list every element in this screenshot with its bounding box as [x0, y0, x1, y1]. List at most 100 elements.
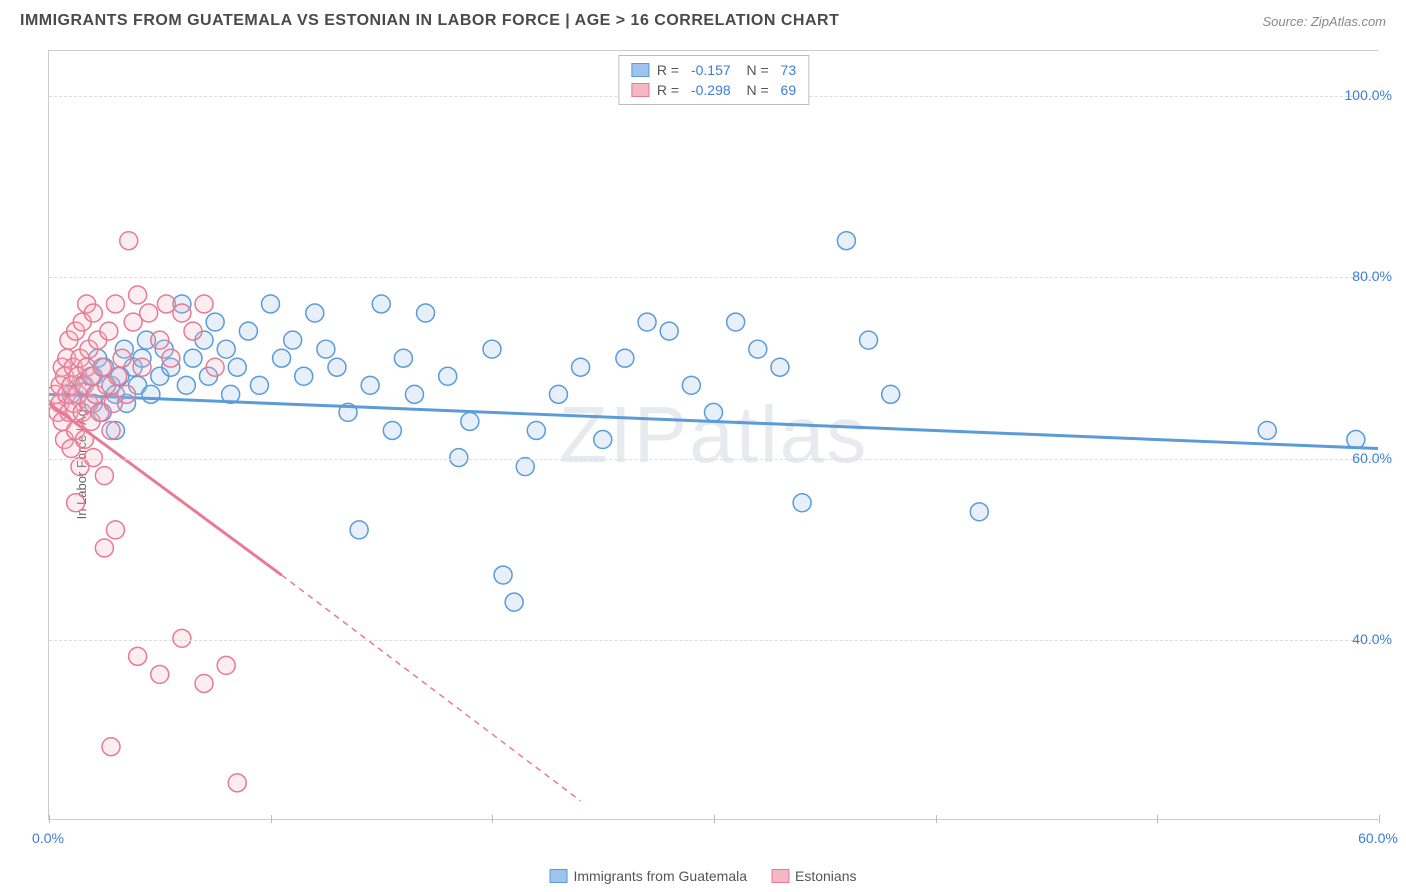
data-point [250, 376, 268, 394]
data-point [95, 467, 113, 485]
legend-n-value: 69 [781, 82, 797, 98]
data-point [572, 358, 590, 376]
correlation-legend: R = -0.157 N = 73R = -0.298 N = 69 [618, 55, 809, 105]
legend-row: R = -0.298 N = 69 [631, 80, 796, 100]
x-tick [936, 815, 937, 823]
data-point [162, 349, 180, 367]
data-point [837, 232, 855, 250]
source-attribution: Source: ZipAtlas.com [1262, 14, 1386, 29]
chart-plot-area: R = -0.157 N = 73R = -0.298 N = 69 ZIPat… [48, 50, 1378, 820]
y-tick-label: 80.0% [1352, 268, 1392, 284]
legend-item: Immigrants from Guatemala [550, 868, 748, 884]
data-point [549, 385, 567, 403]
legend-n-label: N = [739, 82, 773, 98]
data-point [682, 376, 700, 394]
regression-line [49, 403, 282, 575]
legend-r-value: -0.298 [691, 82, 731, 98]
data-point [217, 340, 235, 358]
data-point [109, 367, 127, 385]
data-point [594, 431, 612, 449]
data-point [206, 313, 224, 331]
data-point [151, 331, 169, 349]
data-point [527, 422, 545, 440]
data-point [494, 566, 512, 584]
x-tick [1157, 815, 1158, 823]
data-point [184, 349, 202, 367]
data-point [295, 367, 313, 385]
data-point [228, 774, 246, 792]
legend-label: Estonians [795, 868, 856, 884]
x-tick [271, 815, 272, 823]
legend-swatch [771, 869, 789, 883]
data-point [372, 295, 390, 313]
data-point [151, 665, 169, 683]
data-point [106, 295, 124, 313]
gridline [49, 640, 1378, 641]
data-point [361, 376, 379, 394]
data-point [970, 503, 988, 521]
data-point [113, 349, 131, 367]
data-point [195, 674, 213, 692]
data-point [129, 647, 147, 665]
data-point [177, 376, 195, 394]
data-point [439, 367, 457, 385]
series-legend: Immigrants from Guatemala Estonians [550, 868, 857, 884]
data-point [84, 449, 102, 467]
y-tick-label: 40.0% [1352, 631, 1392, 647]
data-point [461, 412, 479, 430]
x-tick [492, 815, 493, 823]
data-point [102, 738, 120, 756]
data-point [195, 295, 213, 313]
gridline [49, 277, 1378, 278]
data-point [328, 358, 346, 376]
data-point [317, 340, 335, 358]
data-point [771, 358, 789, 376]
data-point [133, 358, 151, 376]
y-tick-label: 100.0% [1345, 87, 1392, 103]
data-point [67, 494, 85, 512]
data-point [882, 385, 900, 403]
data-point [793, 494, 811, 512]
data-point [1258, 422, 1276, 440]
data-point [450, 449, 468, 467]
legend-row: R = -0.157 N = 73 [631, 60, 796, 80]
data-point [705, 403, 723, 421]
data-point [405, 385, 423, 403]
legend-label: Immigrants from Guatemala [574, 868, 748, 884]
legend-r-label: R = [657, 62, 683, 78]
data-point [306, 304, 324, 322]
x-tick [49, 815, 50, 823]
legend-swatch [631, 63, 649, 77]
data-point [483, 340, 501, 358]
data-point [262, 295, 280, 313]
data-point [102, 422, 120, 440]
chart-title: IMMIGRANTS FROM GUATEMALA VS ESTONIAN IN… [20, 12, 839, 30]
data-point [273, 349, 291, 367]
data-point [727, 313, 745, 331]
data-point [350, 521, 368, 539]
legend-r-value: -0.157 [691, 62, 731, 78]
data-point [516, 458, 534, 476]
data-point [129, 286, 147, 304]
data-point [173, 304, 191, 322]
legend-swatch [631, 83, 649, 97]
y-tick-label: 60.0% [1352, 450, 1392, 466]
x-tick-label: 60.0% [1358, 830, 1398, 846]
data-point [616, 349, 634, 367]
data-point [284, 331, 302, 349]
data-point [417, 304, 435, 322]
data-point [660, 322, 678, 340]
data-point [142, 385, 160, 403]
scatter-plot-svg [49, 51, 1378, 819]
data-point [1347, 431, 1365, 449]
data-point [84, 304, 102, 322]
data-point [140, 304, 158, 322]
data-point [383, 422, 401, 440]
data-point [239, 322, 257, 340]
gridline [49, 459, 1378, 460]
data-point [228, 358, 246, 376]
regression-line [49, 394, 1378, 448]
data-point [120, 232, 138, 250]
data-point [106, 521, 124, 539]
data-point [505, 593, 523, 611]
